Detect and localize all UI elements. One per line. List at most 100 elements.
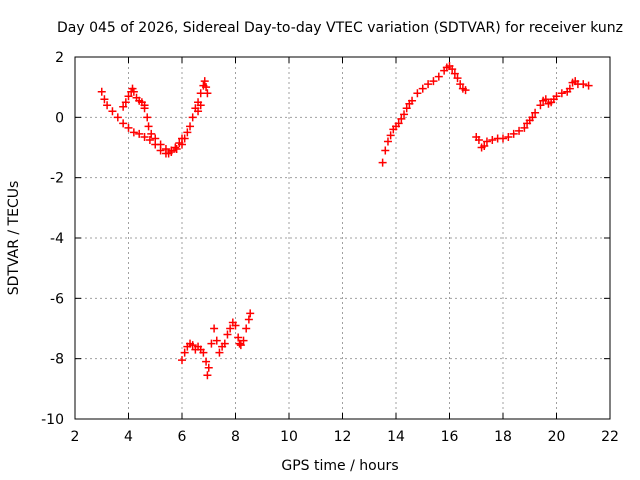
- data-point-marker: [175, 138, 184, 147]
- data-point-marker: [453, 74, 462, 83]
- data-point-marker: [186, 122, 195, 131]
- series-segment-5: [378, 62, 470, 167]
- x-tick-label: 8: [231, 429, 240, 445]
- data-point-marker: [408, 96, 417, 105]
- data-point-marker: [129, 87, 138, 96]
- x-tick-label: 4: [124, 429, 133, 445]
- data-point-marker: [220, 339, 229, 348]
- data-point-marker: [579, 80, 588, 89]
- y-tick-label: -2: [50, 171, 64, 187]
- data-point-marker: [242, 324, 251, 333]
- data-point-marker: [124, 123, 133, 132]
- data-point-marker: [234, 333, 243, 342]
- data-point-marker: [246, 309, 255, 318]
- series-segment-6: [472, 77, 593, 152]
- data-point-marker: [103, 101, 112, 110]
- data-point-marker: [565, 84, 574, 93]
- data-point-marker: [119, 102, 128, 111]
- data-point-marker: [474, 135, 483, 144]
- data-point-marker: [394, 119, 403, 128]
- x-tick-label: 18: [494, 429, 512, 445]
- data-point-marker: [397, 114, 406, 123]
- data-point-marker: [203, 89, 212, 98]
- data-point-marker: [418, 84, 427, 93]
- data-point-marker: [202, 83, 211, 92]
- data-point-marker: [499, 134, 507, 143]
- data-point-marker: [413, 89, 422, 98]
- data-point-marker: [140, 104, 149, 113]
- data-point-marker: [381, 146, 390, 155]
- data-point-marker: [378, 158, 387, 167]
- data-point-marker: [121, 98, 130, 107]
- data-point-marker: [383, 137, 392, 146]
- data-point-marker: [528, 113, 537, 122]
- data-point-marker: [236, 341, 245, 350]
- data-point-marker: [147, 129, 156, 138]
- y-tick-label: -10: [41, 412, 64, 428]
- data-point-marker: [429, 77, 438, 86]
- data-point-marker: [450, 69, 459, 78]
- x-tick-label: 20: [548, 429, 566, 445]
- data-point-marker: [196, 101, 205, 110]
- data-point-marker: [226, 324, 235, 333]
- data-point-marker: [207, 339, 216, 348]
- x-tick-label: 14: [387, 429, 405, 445]
- data-point-marker: [509, 129, 518, 138]
- data-point-marker: [235, 339, 244, 348]
- data-point-marker: [386, 131, 395, 140]
- chart-title: Day 045 of 2026, Sidereal Day-to-day VTE…: [57, 20, 623, 36]
- x-tick-label: 10: [280, 429, 298, 445]
- data-point-marker: [402, 104, 411, 113]
- data-point-marker: [515, 126, 524, 135]
- data-point-marker: [434, 72, 443, 81]
- data-point-marker: [124, 92, 133, 101]
- data-point-marker: [188, 113, 197, 122]
- data-point-marker: [520, 123, 529, 132]
- x-tick-label: 2: [71, 429, 80, 445]
- data-point-marker: [108, 107, 117, 116]
- y-tick-label: -8: [50, 352, 64, 368]
- data-point-marker: [196, 89, 205, 98]
- data-point-marker: [144, 122, 153, 131]
- data-point-marker: [140, 132, 149, 141]
- data-point-marker: [480, 141, 489, 150]
- series-segment-3: [140, 104, 186, 157]
- data-point-marker: [202, 357, 211, 366]
- data-point-marker: [231, 321, 240, 330]
- data-point-marker: [215, 348, 224, 357]
- data-point-marker: [100, 95, 109, 104]
- data-point-marker: [552, 92, 561, 101]
- data-point-marker: [171, 143, 180, 152]
- data-point-marker: [156, 140, 165, 149]
- data-point-marker: [531, 108, 540, 117]
- data-point-marker: [97, 87, 106, 96]
- x-axis-label: GPS time / hours: [281, 458, 398, 474]
- data-point-marker: [488, 135, 497, 144]
- data-point-marker: [541, 95, 550, 104]
- data-point-marker: [557, 89, 566, 98]
- y-tick-label: -4: [50, 231, 64, 247]
- data-point-marker: [536, 101, 545, 110]
- series-segment-1: [97, 77, 212, 158]
- data-point-marker: [239, 336, 248, 345]
- data-point-marker: [461, 86, 470, 95]
- x-tick-label: 6: [178, 429, 187, 445]
- grid: [75, 57, 610, 419]
- series-segment-4: [178, 309, 255, 380]
- y-tick-label: -6: [50, 291, 64, 307]
- data-point-marker: [151, 134, 160, 143]
- data-point-marker: [178, 356, 186, 365]
- data-point-marker: [424, 80, 433, 89]
- y-tick-label: 0: [55, 110, 64, 126]
- data-point-marker: [504, 132, 513, 141]
- data-point-marker: [223, 330, 232, 339]
- data-point-marker: [448, 65, 457, 74]
- data-point-marker: [135, 129, 144, 138]
- data-point-marker: [113, 113, 122, 122]
- data-point-marker: [204, 363, 213, 372]
- data-point-marker: [143, 113, 152, 122]
- plot-frame: [74, 56, 611, 420]
- data-point-marker: [183, 128, 192, 137]
- data-point-marker: [584, 81, 593, 90]
